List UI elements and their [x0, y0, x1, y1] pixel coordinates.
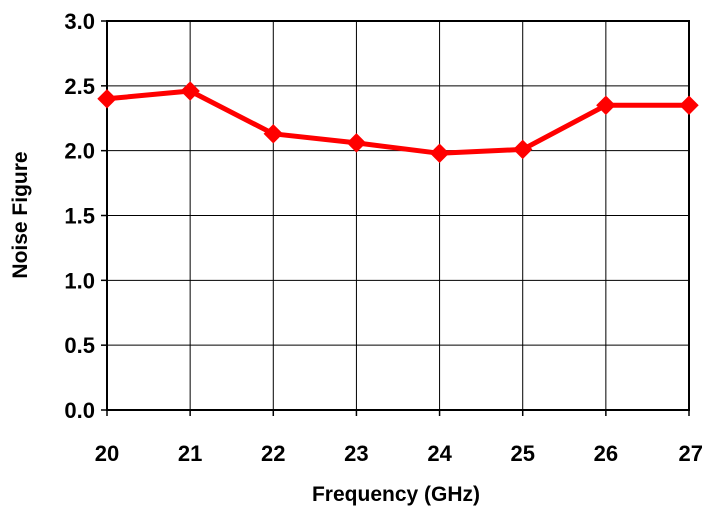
y-axis-ticks: 0.0 0.5 1.0 1.5 2.0 2.5 3.0	[64, 9, 107, 423]
y-tick-label: 0.0	[64, 398, 95, 423]
data-point-marker	[596, 95, 616, 115]
data-point-marker	[97, 89, 117, 109]
x-tick-label: 21	[178, 441, 202, 466]
grid-lines	[107, 21, 689, 410]
y-tick-label: 1.5	[64, 204, 95, 229]
y-axis-title: Noise Figure	[9, 151, 32, 278]
x-tick-label: 27	[679, 441, 703, 466]
x-tick-label: 24	[427, 441, 452, 466]
data-point-marker	[180, 81, 200, 101]
data-point-marker	[679, 95, 699, 115]
series-line	[104, 88, 692, 156]
x-tick-label: 25	[510, 441, 534, 466]
x-axis-title: Frequency (GHz)	[312, 483, 480, 506]
y-tick-label: 3.0	[64, 9, 95, 34]
data-point-marker	[429, 143, 450, 163]
y-tick-label: 1.0	[64, 268, 95, 293]
x-tick-label: 26	[594, 441, 618, 466]
y-tick-label: 2.0	[64, 139, 95, 164]
x-tick-label: 23	[344, 441, 368, 466]
series-layer	[97, 81, 699, 163]
data-point-marker	[346, 133, 367, 153]
x-axis-ticks: 20 21 22 23 24 25 26 27	[95, 410, 703, 466]
data-point-marker	[513, 139, 533, 160]
x-tick-label: 22	[261, 441, 285, 466]
x-tick-label: 20	[95, 441, 119, 466]
data-point-marker	[263, 124, 283, 144]
y-tick-label: 2.5	[64, 74, 95, 99]
y-tick-label: 0.5	[64, 333, 95, 358]
